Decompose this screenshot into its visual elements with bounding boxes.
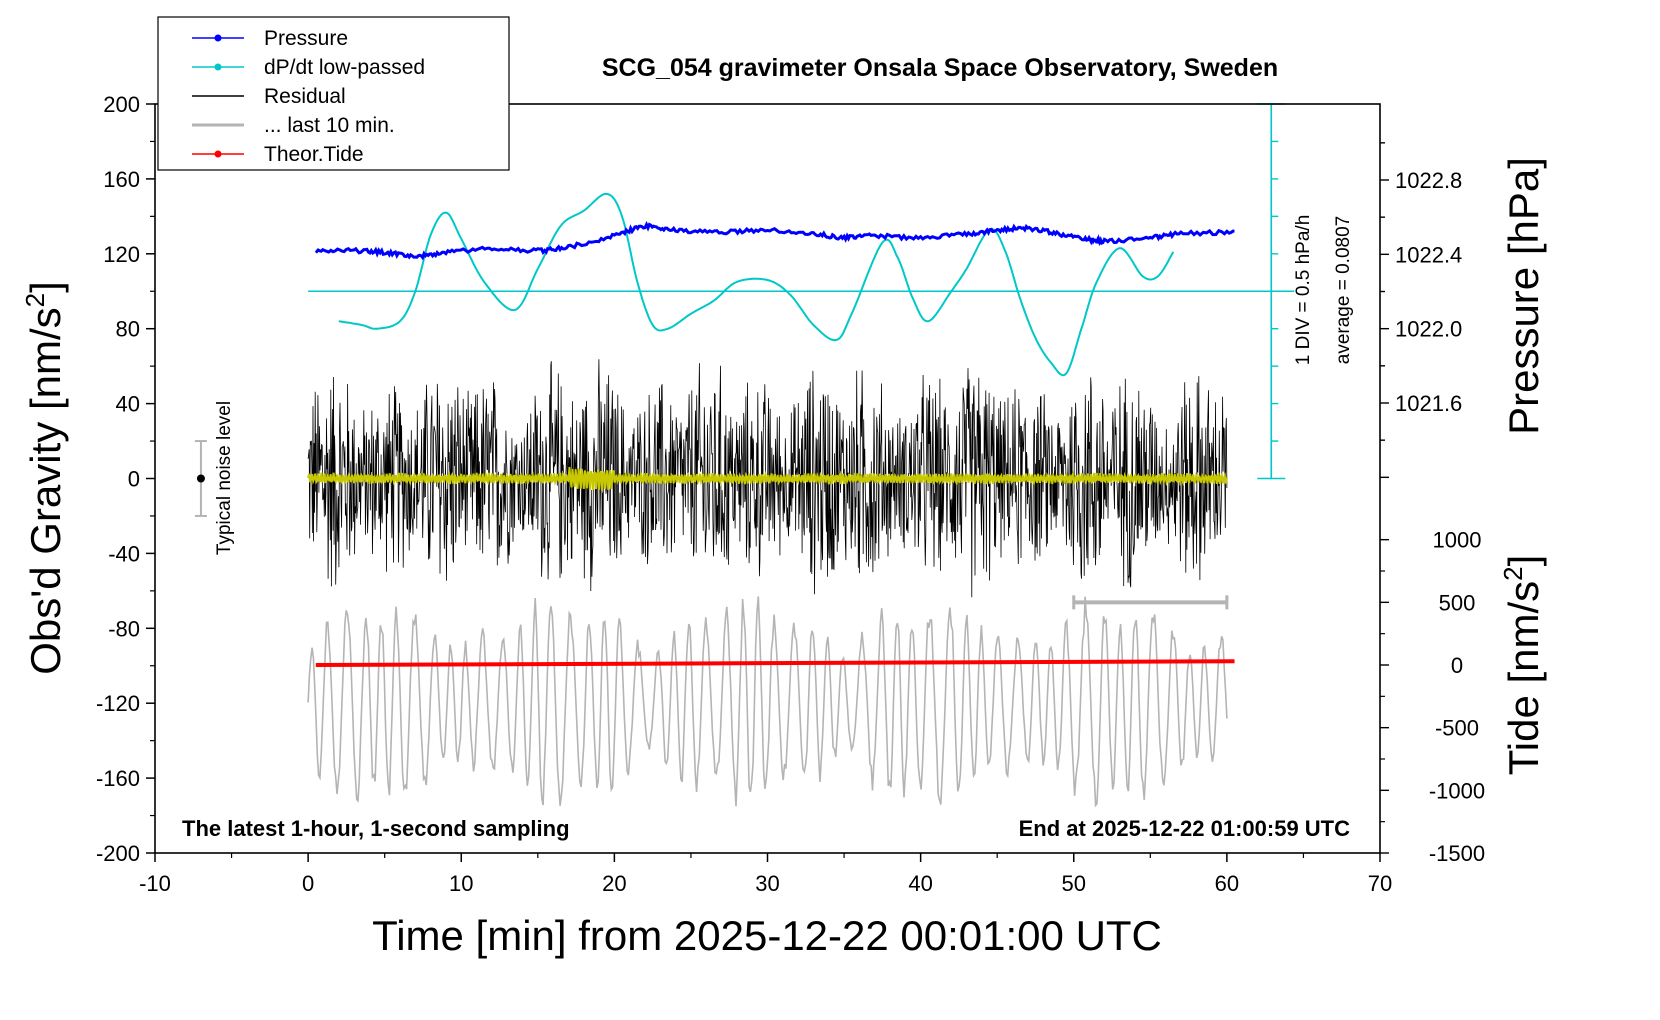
legend-label: ... last 10 min.	[264, 114, 395, 137]
gravimeter-chart: -10 0 10 20 30 40 50 60 70-200-160-120-80-400408…	[20, 16, 1547, 959]
residual-smoothed-series	[307, 466, 1228, 491]
y-tick-label: 200	[103, 92, 140, 117]
y-axis-label-left-main: Obs'd Gravity [nm/s	[22, 307, 69, 674]
legend-label: Theor.Tide	[264, 143, 364, 166]
dpdt-line	[338, 192, 1175, 377]
tide-axis-label-main: Tide [nm/s	[1500, 581, 1547, 776]
x-tick-label: 40	[908, 871, 932, 896]
chart-title: SCG_054 gravimeter Onsala Space Observat…	[602, 54, 1278, 82]
tide-tick-label: -500	[1435, 716, 1479, 741]
annotations-layer	[194, 103, 1295, 610]
x-tick-label: 50	[1062, 871, 1086, 896]
x-tick-label: -10	[139, 871, 171, 896]
legend-box	[157, 16, 510, 171]
x-tick-label: 20	[602, 871, 626, 896]
x-tick-label: 10	[449, 871, 473, 896]
bottom-left-note: The latest 1-hour, 1-second sampling	[182, 816, 570, 841]
tide-tick-label: -1000	[1429, 778, 1485, 803]
legend: Pressure dP/dt low-passed Residual ... last…	[157, 16, 510, 171]
y-axis-label-left-end: ]	[22, 281, 69, 293]
legend-items: Pressure dP/dt low-passed Residual ... last…	[192, 27, 425, 166]
y-tick-label: -80	[108, 616, 140, 641]
y-tick-label: -120	[96, 691, 140, 716]
x-tick-label: 60	[1215, 871, 1239, 896]
legend-swatch-marker	[214, 34, 222, 42]
y-tick-label: -200	[96, 841, 140, 866]
dpdt-series	[338, 192, 1175, 377]
legend-swatch-marker	[214, 150, 222, 158]
y-tick-label: 80	[116, 317, 140, 342]
x-tick-label: 0	[302, 871, 314, 896]
y-tick-label: -40	[108, 541, 140, 566]
tide-tick-label: -1500	[1429, 841, 1485, 866]
residual-series	[307, 359, 1228, 598]
axis-ticks: -10 0 10 20 30 40 50 60 70 -200 -160 -120 -80 -40 0 40 8…	[96, 92, 1485, 896]
noise-level-label: Typical noise level	[214, 401, 235, 555]
pressure-tick-label: 1021.6	[1395, 391, 1462, 416]
x-axis-label: Time [min] from 2025-12-22 00:01:00 UTC	[372, 912, 1162, 959]
tide-tick-label: 0	[1451, 653, 1463, 678]
bottom-right-note: End at 2025-12-22 01:00:59 UTC	[1019, 816, 1350, 841]
y-axis-label-left: Obs'd Gravity [nm/s2]	[20, 281, 69, 675]
legend-label: Pressure	[264, 27, 348, 50]
noise-bar-center	[196, 474, 205, 483]
y-axis-label-left-sup: 2	[20, 293, 50, 307]
tide-axis-label: Tide [nm/s2]	[1498, 555, 1547, 776]
pressure-line	[314, 220, 1235, 261]
average-label: average = 0.0807	[1333, 216, 1354, 364]
y-tick-label: 0	[128, 467, 140, 492]
y-tick-label: 160	[103, 167, 140, 192]
legend-label: Residual	[264, 85, 346, 108]
theoretical-tide-series	[315, 659, 1235, 667]
last-10-min-series	[307, 596, 1228, 808]
pressure-tick-label: 1022.4	[1395, 242, 1462, 267]
x-tick-label: 70	[1368, 871, 1392, 896]
y-tick-label: 40	[116, 392, 140, 417]
y-tick-label: 120	[103, 242, 140, 267]
x-tick-label: 30	[755, 871, 779, 896]
theoretical-tide-line	[315, 659, 1235, 667]
pressure-series	[314, 220, 1235, 261]
tide-tick-label: 1000	[1433, 528, 1482, 553]
tide-axis-label-end: ]	[1500, 555, 1547, 567]
residual-smoothed-line	[307, 466, 1228, 491]
pressure-tick-label: 1022.8	[1395, 168, 1462, 193]
residual-line	[307, 359, 1228, 598]
tide-tick-label: 500	[1439, 590, 1476, 615]
last-10-min-line	[307, 596, 1228, 808]
scale-division-label: 1 DIV = 0.5 hPa/h	[1293, 215, 1314, 366]
legend-label: dP/dt low-passed	[264, 56, 425, 79]
legend-swatch-marker	[214, 63, 222, 71]
pressure-tick-label: 1022.0	[1395, 317, 1462, 342]
pressure-axis-label: Pressure [hPa]	[1500, 157, 1547, 435]
tide-axis-label-sup: 2	[1498, 566, 1528, 580]
y-tick-label: -160	[96, 766, 140, 791]
